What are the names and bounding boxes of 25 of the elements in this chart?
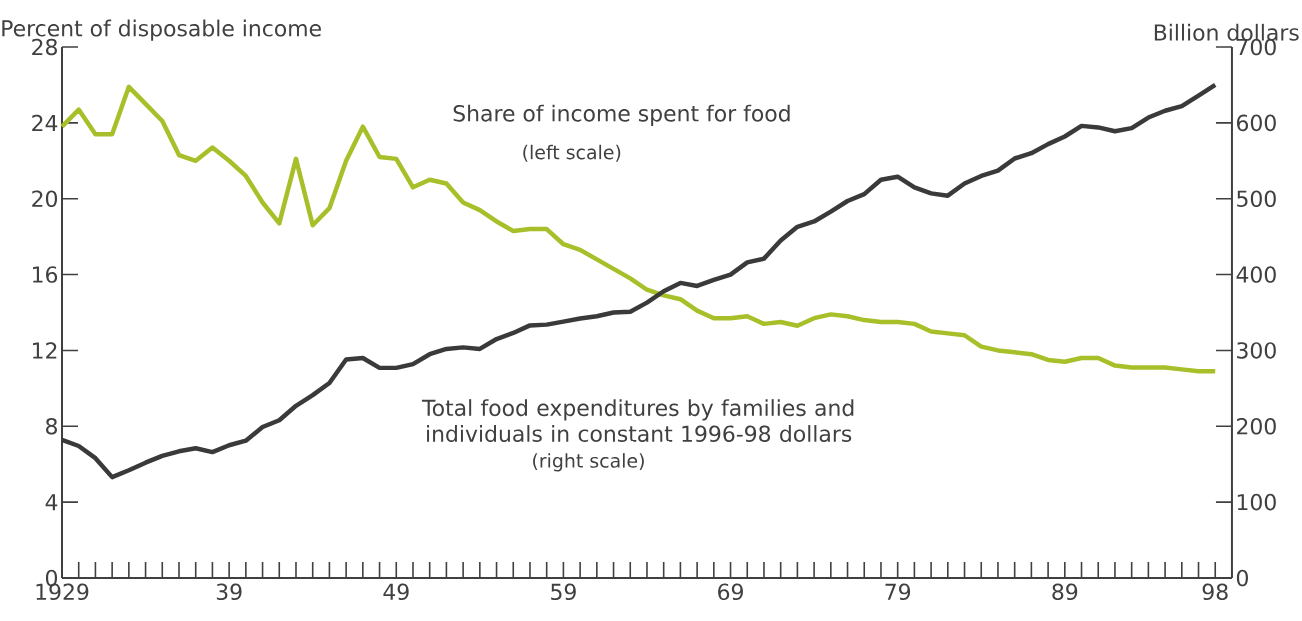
x-tick-label: 79 — [885, 583, 911, 601]
y2-tick-label: 200 — [1237, 418, 1276, 435]
x-tick-label: 49 — [383, 583, 409, 601]
annotation: (left scale) — [523, 144, 621, 162]
y-tick-label: 4 — [45, 494, 58, 511]
y2-tick-label: 500 — [1237, 190, 1276, 207]
y-tick-label: 8 — [46, 418, 57, 435]
y-tick-label: 28 — [32, 38, 57, 56]
y2-tick-label: 0 — [1236, 569, 1248, 587]
x-tick-label: 98 — [1202, 583, 1228, 601]
y2-tick-label: 400 — [1236, 266, 1276, 283]
text: Share of income spent for food — [453, 104, 790, 126]
y-tick-label: 16 — [33, 266, 58, 283]
y-tick-label: 12 — [33, 342, 57, 359]
x-tick-label: 69 — [718, 583, 743, 601]
x-tick-label: 89 — [1052, 583, 1078, 601]
x-tick-label: 39 — [216, 583, 242, 601]
annotation: (right scale) — [533, 453, 644, 472]
y-tick-label: 24 — [32, 114, 58, 131]
y2-tick-label: 300 — [1237, 342, 1276, 359]
x-tick-label: 59 — [551, 583, 576, 601]
y-tick-label: 20 — [32, 190, 58, 207]
y2-tick-label: 100 — [1237, 493, 1276, 511]
series-label: Total food expenditures by families and individuals in constant 1996-98 dollars — [421, 399, 854, 443]
y2-tick-label: 600 — [1237, 114, 1276, 132]
